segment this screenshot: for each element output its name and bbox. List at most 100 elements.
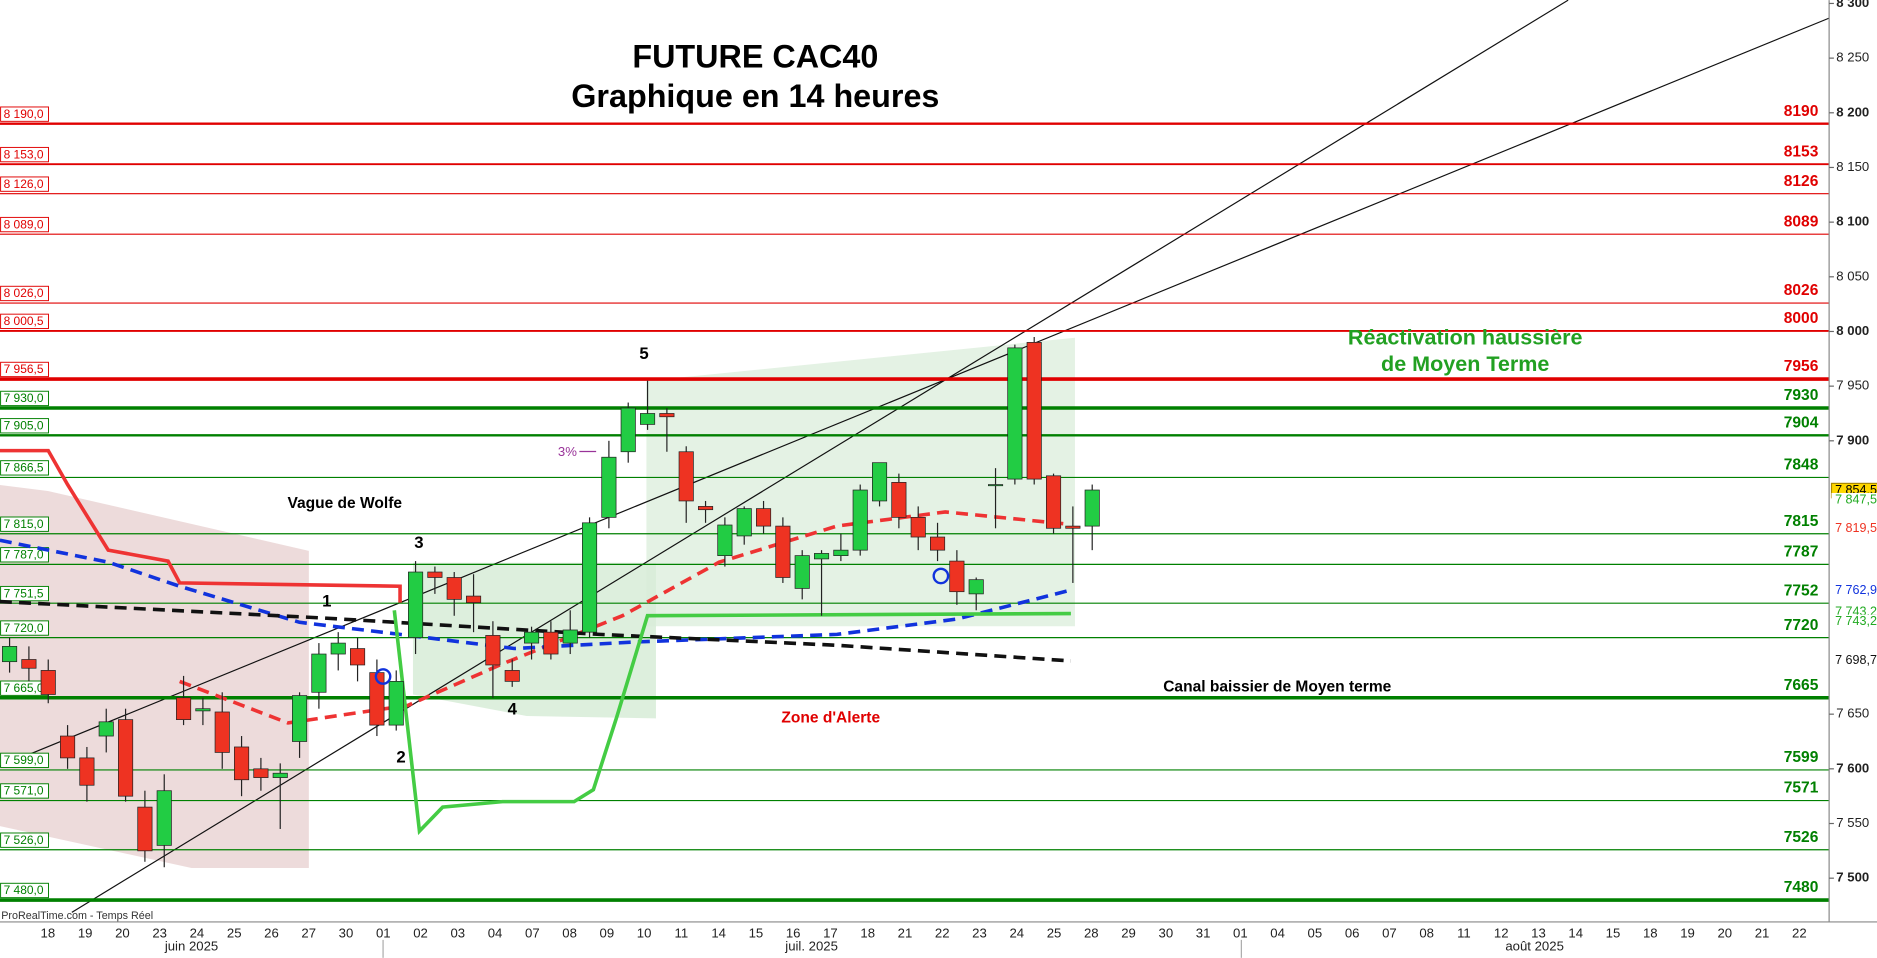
- level-label: 7 480,0: [4, 883, 44, 897]
- x-tick-label: 17: [823, 925, 838, 940]
- candle-body: [446, 577, 462, 600]
- x-tick-label: 04: [488, 925, 503, 940]
- candle-body: [524, 631, 540, 644]
- candle-body: [891, 482, 907, 518]
- level-label-box: [0, 752, 49, 769]
- candle-body: [137, 806, 153, 852]
- x-tick-label: 18: [41, 925, 56, 940]
- x-tick-label: 31: [1196, 925, 1211, 940]
- x-tick-label: 12: [1494, 925, 1509, 940]
- candle-body: [620, 407, 636, 453]
- level-label-box: [0, 390, 49, 407]
- level-label: 8 126,0: [4, 177, 44, 191]
- level-right-label: 8126: [1784, 173, 1819, 190]
- x-tick-label: 01: [1233, 925, 1248, 940]
- annotation: 3%: [558, 444, 577, 459]
- level-right-label: 7526: [1784, 829, 1819, 846]
- x-tick-label: 16: [786, 925, 801, 940]
- level-label-box: [0, 361, 49, 378]
- axes: 8 300 8 250 8 200 8 150 8 100 8 050 8 000 7 950…: [41, 0, 1877, 954]
- y-tick-label: 8 300: [1836, 0, 1869, 10]
- level-label: 8 190,0: [4, 107, 44, 121]
- annotation: Vague de Wolfe: [287, 495, 402, 512]
- y-tick-label: 8 000: [1836, 323, 1869, 338]
- level-right-label: 7904: [1784, 414, 1819, 431]
- y-tick-label: 8 250: [1836, 50, 1869, 65]
- candle-body: [659, 413, 675, 418]
- candle-body: [98, 721, 114, 737]
- price-tag-label: 7 847,5: [1835, 492, 1877, 506]
- price-tag-box: [1831, 583, 1877, 598]
- level-label-box: [0, 832, 49, 848]
- x-tick-label: 01: [376, 925, 391, 940]
- level-label-box: [0, 146, 49, 163]
- x-tick-label: 02: [413, 925, 428, 940]
- annotation: Réactivation haussière: [1348, 326, 1583, 350]
- candle-body: [234, 746, 250, 781]
- level-right-label: 7571: [1784, 780, 1819, 797]
- x-tick-label: 21: [898, 925, 913, 940]
- x-tick-label: 26: [264, 925, 279, 940]
- x-tick-label: 19: [1680, 925, 1695, 940]
- level-label-box: [0, 216, 49, 233]
- candles: [2, 336, 1100, 868]
- level-label-box: [0, 783, 49, 799]
- x-tick-label: 30: [1159, 925, 1174, 940]
- trend-line: [0, 17, 1830, 767]
- x-tick-label: 07: [1382, 925, 1397, 940]
- level-label-box: [0, 176, 49, 192]
- level-label: 8 089,0: [4, 217, 44, 231]
- candle-body: [176, 697, 192, 720]
- candle-body: [1007, 347, 1023, 480]
- candle-body: [485, 635, 501, 666]
- level-label: 7 815,0: [4, 517, 44, 531]
- candle-body: [987, 484, 1004, 487]
- zone-green: [646, 337, 1075, 627]
- candle-body: [543, 631, 559, 655]
- y-tick-label: 7 650: [1836, 706, 1869, 721]
- x-tick-label: 28: [1084, 925, 1099, 940]
- level-right-label: 7815: [1784, 513, 1819, 530]
- level-label: 7 526,0: [4, 833, 44, 847]
- candle-body: [949, 560, 965, 593]
- x-tick-label: 23: [972, 925, 987, 940]
- x-tick-label: 27: [301, 925, 316, 940]
- indicator-line: [392, 610, 1071, 836]
- x-tick-label: 22: [935, 925, 950, 940]
- x-tick-label: 13: [1531, 925, 1546, 940]
- price-tag-box: [1831, 653, 1877, 669]
- annotation: Zone d'Alerte: [781, 710, 880, 727]
- marker-circle: [374, 668, 392, 685]
- level-right-label: 7930: [1784, 387, 1819, 404]
- candle-body: [350, 648, 366, 666]
- candle-body: [775, 525, 791, 578]
- level-right-label: 8153: [1784, 143, 1819, 160]
- x-tick-label: 25: [227, 925, 242, 940]
- candle-body: [794, 555, 810, 589]
- wave-label: 4: [508, 699, 518, 718]
- candle-body: [640, 413, 656, 425]
- candle-body: [1065, 525, 1081, 529]
- level-label-box: [0, 516, 49, 532]
- x-tick-label: 29: [1121, 925, 1136, 940]
- x-tick-label: 15: [1606, 925, 1621, 940]
- level-label: 7 866,5: [4, 461, 44, 475]
- candle-body: [678, 451, 694, 502]
- candle-body: [736, 508, 752, 537]
- candle-body: [717, 524, 733, 556]
- y-tick-label: 8 050: [1836, 268, 1869, 283]
- level-right-label: 8026: [1784, 282, 1819, 299]
- y-tick-label: 7 950: [1836, 378, 1869, 393]
- x-tick-label: 22: [1792, 925, 1807, 940]
- wave-label: 5: [639, 344, 648, 363]
- wave-label: 1: [322, 592, 331, 611]
- y-tick-label: 8 200: [1836, 104, 1869, 119]
- level-right-label: 7480: [1784, 879, 1819, 896]
- candle-body: [910, 516, 926, 538]
- y-tick-label: 7 900: [1836, 432, 1869, 447]
- y-tick-label: 7 550: [1836, 815, 1869, 830]
- candle-body: [968, 579, 984, 595]
- x-tick-label: 11: [675, 925, 689, 940]
- x-tick-label: 24: [1009, 925, 1024, 940]
- level-right-label: 7752: [1784, 582, 1819, 599]
